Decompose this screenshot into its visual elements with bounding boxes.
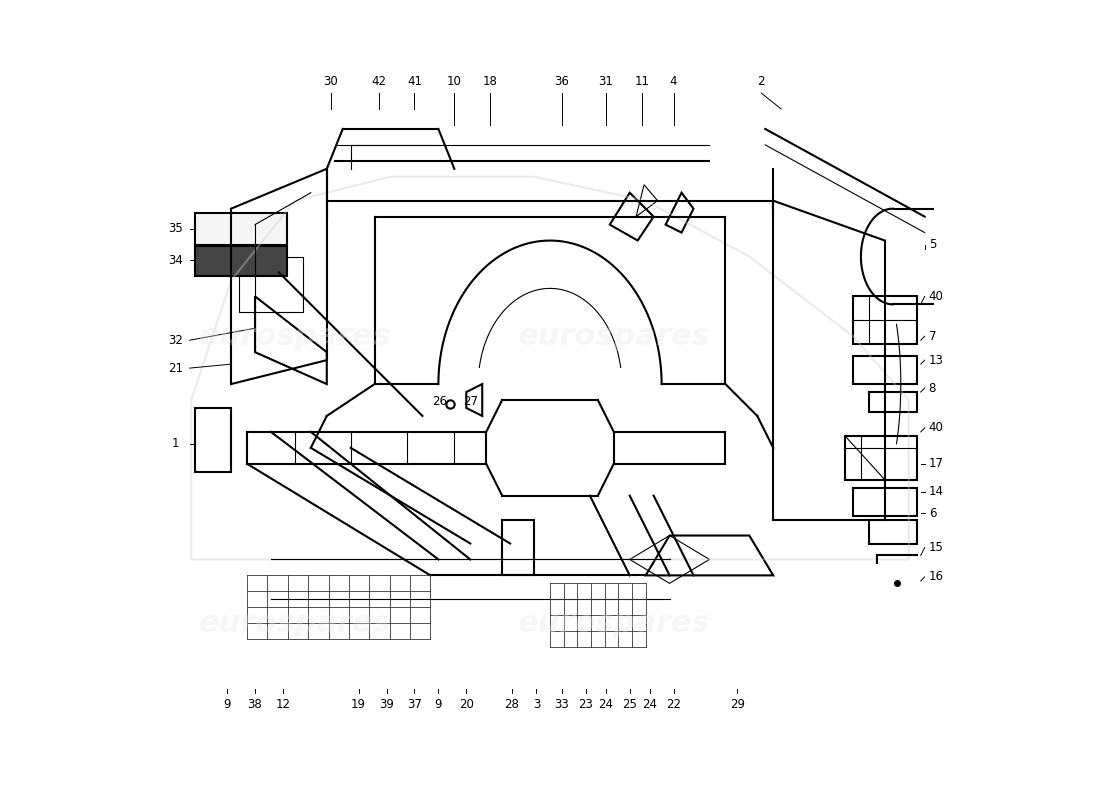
Text: 37: 37 [407, 698, 422, 711]
Text: 18: 18 [483, 74, 497, 88]
Text: 12: 12 [275, 698, 290, 711]
Text: 30: 30 [323, 74, 338, 88]
Text: 28: 28 [504, 698, 519, 711]
Text: 8: 8 [928, 382, 936, 394]
Text: 24: 24 [642, 698, 657, 711]
Text: eurospares: eurospares [198, 609, 392, 638]
Text: 27: 27 [463, 395, 477, 408]
Text: eurospares: eurospares [517, 322, 711, 350]
Bar [195, 213, 287, 245]
Text: 17: 17 [928, 458, 944, 470]
Text: 4: 4 [670, 74, 678, 88]
Bar [195, 246, 287, 277]
Text: 32: 32 [168, 334, 183, 346]
Text: 40: 40 [928, 422, 944, 434]
Text: 29: 29 [729, 698, 745, 711]
Text: 5: 5 [928, 238, 936, 251]
Text: eurospares: eurospares [517, 609, 711, 638]
Text: 25: 25 [623, 698, 637, 711]
Text: 19: 19 [351, 698, 366, 711]
Text: 20: 20 [459, 698, 474, 711]
Bar [239, 257, 302, 312]
Text: 9: 9 [434, 698, 442, 711]
Text: 9: 9 [223, 698, 231, 711]
Text: 13: 13 [928, 354, 944, 366]
Text: 22: 22 [667, 698, 681, 711]
Text: 6: 6 [928, 506, 936, 520]
Text: 31: 31 [598, 74, 613, 88]
Text: 38: 38 [248, 698, 263, 711]
Text: 1: 1 [172, 438, 179, 450]
Text: 39: 39 [379, 698, 394, 711]
Text: 2: 2 [758, 74, 764, 88]
Text: 21: 21 [168, 362, 183, 374]
Text: 36: 36 [554, 74, 570, 88]
Text: eurospares: eurospares [198, 322, 392, 350]
Text: 24: 24 [598, 698, 614, 711]
Text: 10: 10 [447, 74, 462, 88]
Text: 41: 41 [407, 74, 422, 88]
Text: 26: 26 [432, 395, 448, 408]
Text: 23: 23 [579, 698, 593, 711]
Text: 7: 7 [928, 330, 936, 342]
Text: 14: 14 [928, 485, 944, 498]
Text: 15: 15 [928, 541, 944, 554]
Text: 3: 3 [532, 698, 540, 711]
Text: 34: 34 [168, 254, 183, 267]
Text: 33: 33 [554, 698, 570, 711]
Text: 11: 11 [635, 74, 649, 88]
Text: 40: 40 [928, 290, 944, 303]
Text: 35: 35 [168, 222, 183, 235]
Text: 42: 42 [371, 74, 386, 88]
Text: 16: 16 [928, 570, 944, 583]
